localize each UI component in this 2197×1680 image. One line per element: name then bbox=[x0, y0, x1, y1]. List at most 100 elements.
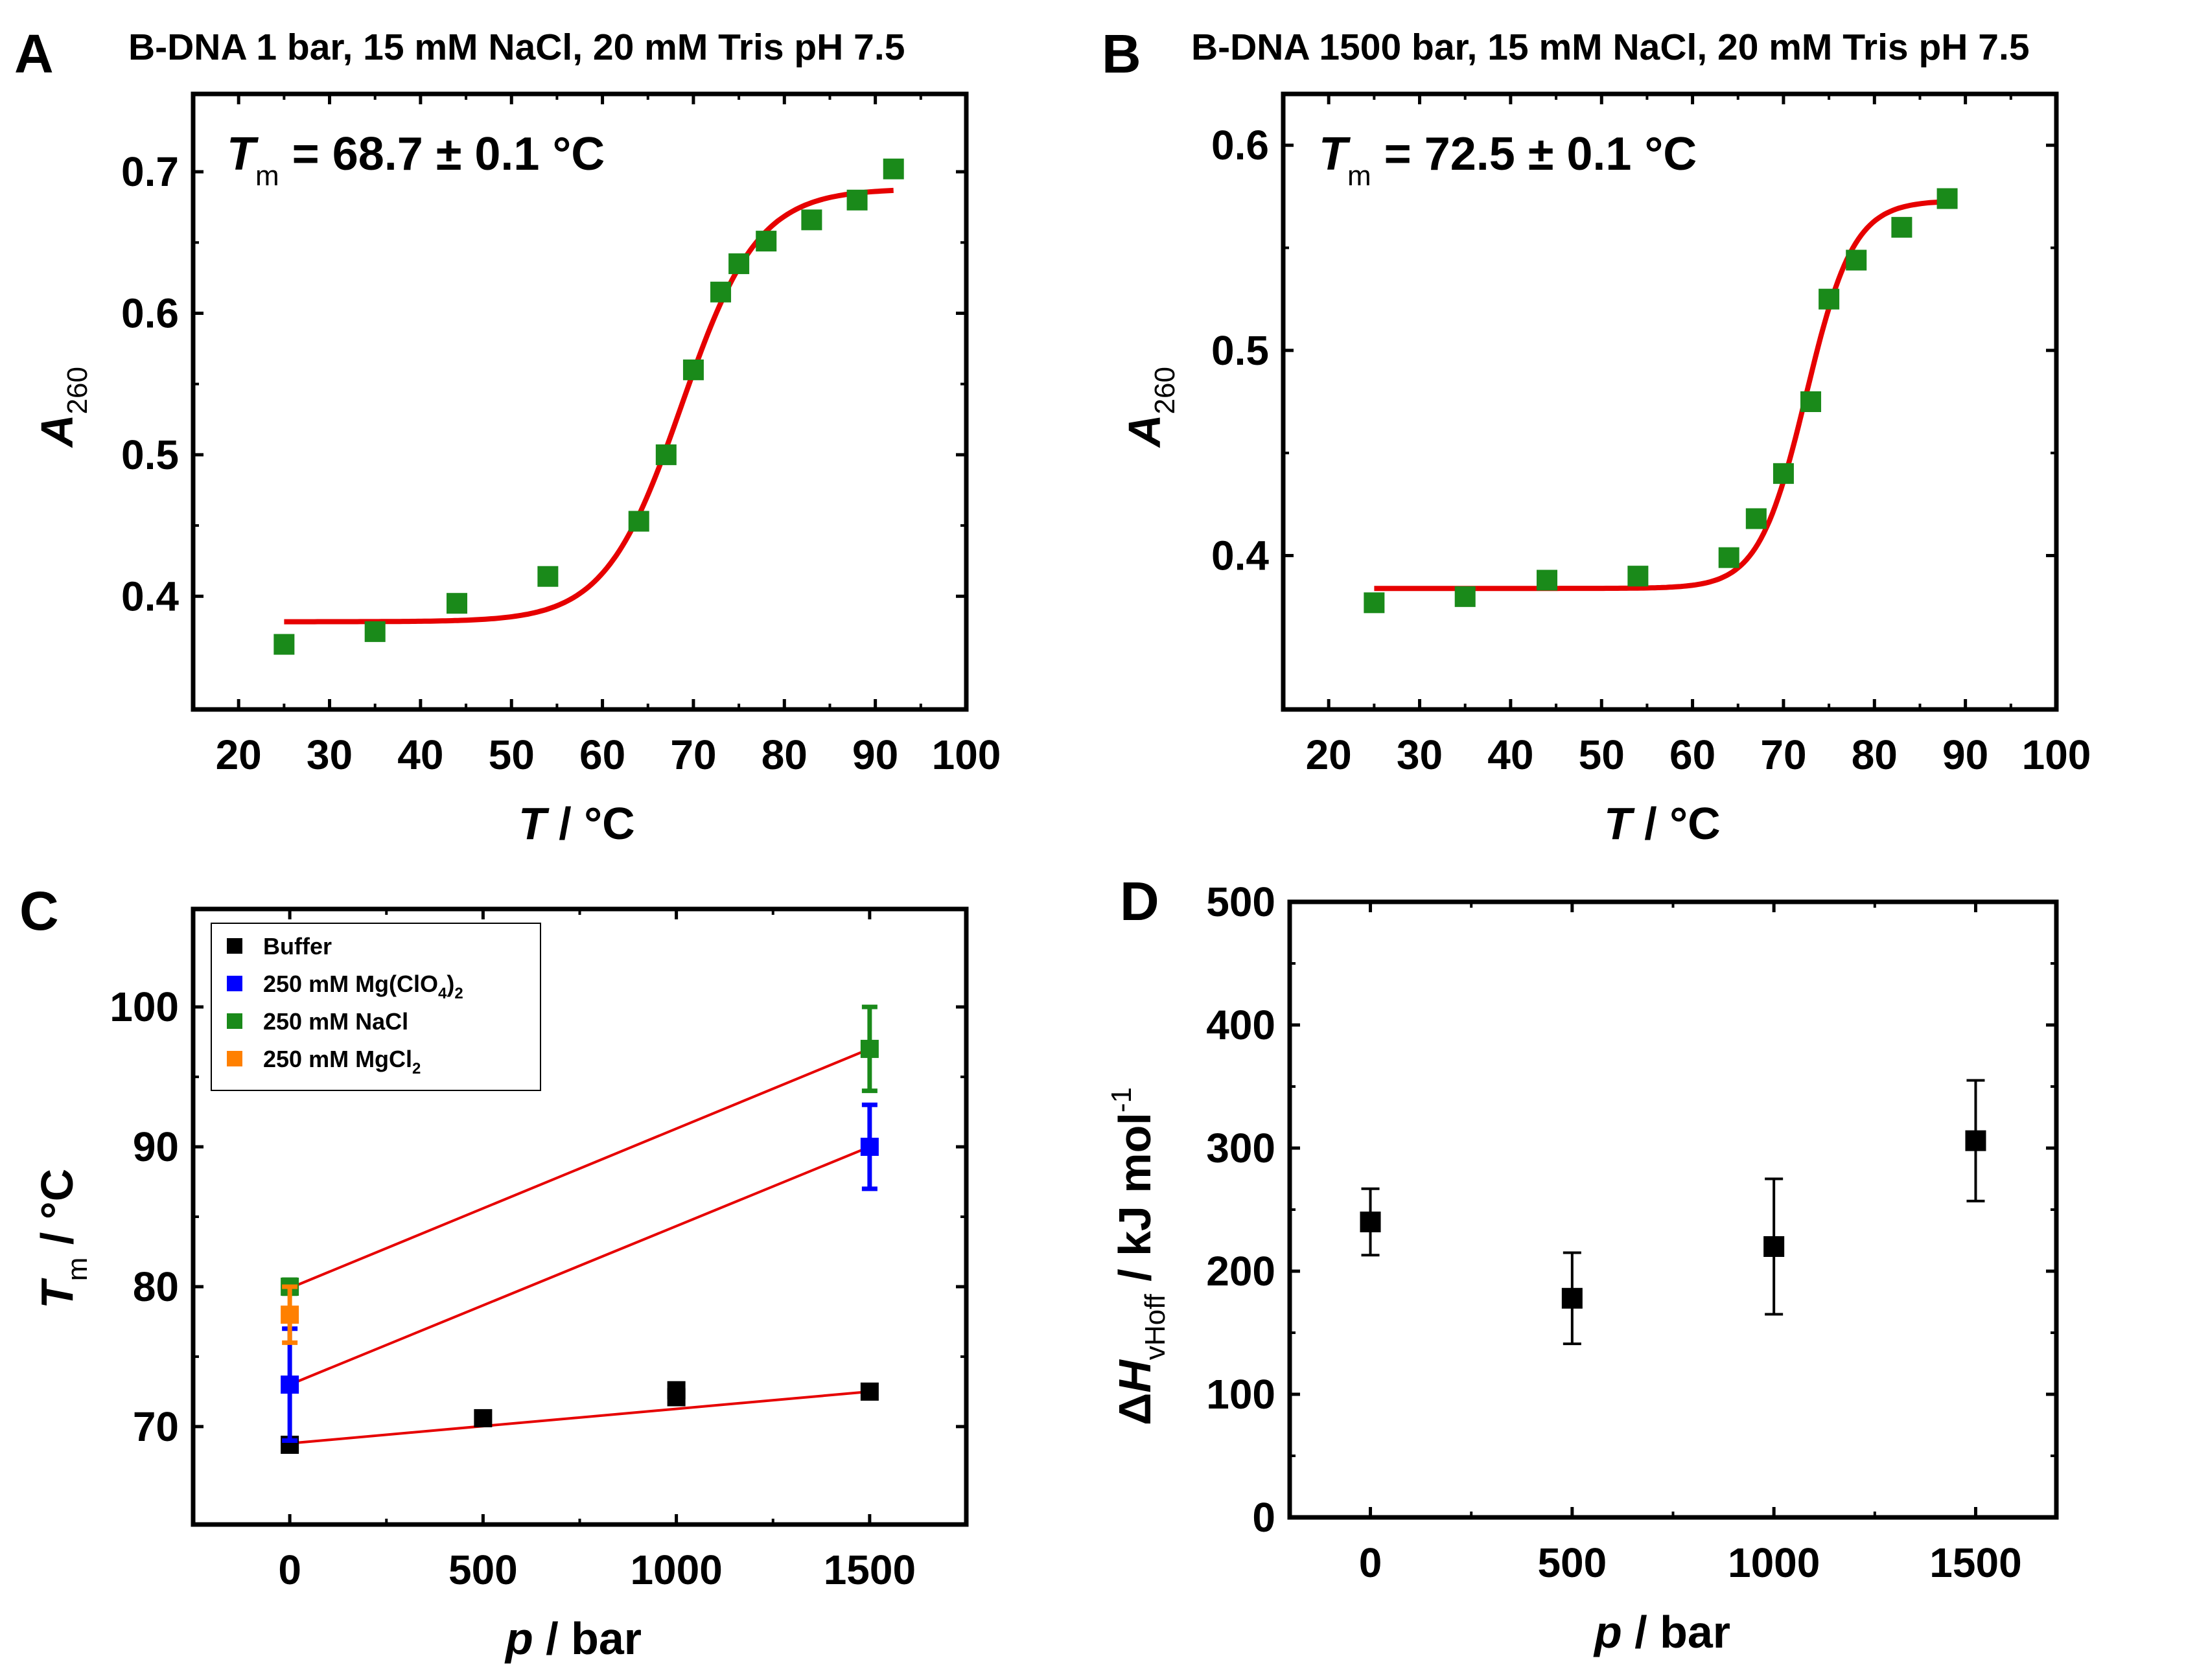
panel-d-ylabel-symbol: H bbox=[1110, 1359, 1160, 1393]
x-tick-label: 60 bbox=[1669, 731, 1715, 778]
panel-a-tm-symbol: T bbox=[227, 128, 259, 180]
y-tick-label: 0.5 bbox=[121, 432, 179, 478]
x-tick-label: 1500 bbox=[1929, 1539, 2021, 1586]
x-tick-label: 500 bbox=[1537, 1539, 1607, 1586]
data-point bbox=[1891, 216, 1912, 238]
panel-c-ylabel-subscript: m bbox=[62, 1258, 93, 1282]
data-point bbox=[1936, 188, 1958, 209]
data-point bbox=[1819, 288, 1840, 310]
y-tick-label: 200 bbox=[1206, 1248, 1275, 1295]
data-point bbox=[1800, 391, 1822, 412]
legend-label-sub: 2 bbox=[454, 985, 463, 1002]
panel-a-ylabel-subscript: 260 bbox=[62, 367, 93, 414]
panel-c-xlabel-unit: / bar bbox=[533, 1613, 642, 1664]
panel-b-tm-subscript: m bbox=[1347, 160, 1371, 192]
data-point bbox=[1627, 566, 1649, 587]
x-tick-label: 1000 bbox=[1728, 1539, 1820, 1586]
legend-label-text: 250 mM MgCl bbox=[263, 1046, 412, 1072]
y-tick-label: 0.4 bbox=[1211, 533, 1269, 579]
x-tick-label: 100 bbox=[932, 731, 1001, 778]
x-tick-label: 80 bbox=[761, 731, 808, 778]
panel-b-ylabel-symbol: A bbox=[1119, 414, 1170, 448]
data-point bbox=[860, 1382, 879, 1401]
y-tick-label: 400 bbox=[1206, 1002, 1275, 1048]
data-point bbox=[1360, 1212, 1381, 1232]
data-point bbox=[860, 1039, 879, 1058]
data-point bbox=[281, 1306, 299, 1324]
data-point bbox=[756, 231, 777, 252]
x-tick-label: 0 bbox=[1359, 1539, 1382, 1586]
y-tick-label: 80 bbox=[133, 1263, 179, 1310]
y-tick-label: 0.6 bbox=[121, 290, 179, 337]
y-tick-label: 70 bbox=[133, 1403, 179, 1450]
panel-c-ylabel-unit: / °C bbox=[32, 1169, 82, 1258]
panel-c-label: C bbox=[19, 880, 59, 941]
panel-b-frame bbox=[1281, 91, 2059, 712]
data-point bbox=[1773, 463, 1794, 484]
y-tick-label: 100 bbox=[1206, 1371, 1275, 1418]
x-tick-label: 90 bbox=[852, 731, 898, 778]
legend-marker bbox=[227, 976, 242, 991]
data-point bbox=[281, 1375, 299, 1394]
legend-label-sub: 4 bbox=[438, 985, 447, 1002]
panel-d-ylabel-superscript: -1 bbox=[1106, 1087, 1137, 1112]
x-tick-label: 0 bbox=[278, 1547, 301, 1593]
panel-c-ylabel-symbol: T bbox=[32, 1278, 82, 1309]
panel-c-legend-box bbox=[211, 923, 541, 1091]
data-point bbox=[447, 593, 468, 614]
y-tick-label: 0.6 bbox=[1211, 122, 1269, 168]
data-point bbox=[1561, 1287, 1583, 1309]
y-tick-label: 0 bbox=[1252, 1494, 1275, 1541]
linear-fit-line bbox=[289, 1145, 870, 1386]
data-point bbox=[628, 511, 649, 532]
data-point bbox=[1537, 570, 1558, 591]
panel-d-xlabel-unit: / bar bbox=[1622, 1607, 1730, 1657]
data-point bbox=[883, 158, 904, 179]
legend-marker bbox=[227, 1051, 242, 1066]
legend-label: Buffer bbox=[263, 933, 332, 960]
x-tick-label: 1500 bbox=[824, 1547, 916, 1593]
x-tick-label: 70 bbox=[670, 731, 716, 778]
panel-a-xlabel: T / °C bbox=[518, 798, 635, 849]
panel-c-ylabel: Tm / °C bbox=[32, 1169, 93, 1309]
legend-label: 250 mM Mg(ClO4)2 bbox=[263, 971, 463, 1002]
data-point bbox=[537, 566, 559, 587]
panel-a-tm-annotation: Tm = 68.7 ± 0.1 °C bbox=[227, 128, 605, 192]
data-point bbox=[655, 444, 677, 465]
data-point bbox=[667, 1381, 686, 1399]
panel-d-label: D bbox=[1120, 871, 1159, 932]
x-tick-label: 70 bbox=[1760, 731, 1806, 778]
panel-b: B B-DNA 1500 bar, 15 mM NaCl, 20 mM Tris… bbox=[1102, 23, 2091, 849]
legend-label: 250 mM NaCl bbox=[263, 1008, 408, 1035]
y-tick-label: 100 bbox=[110, 984, 179, 1030]
panel-d-xlabel: p / bar bbox=[1593, 1607, 1730, 1657]
data-point bbox=[474, 1409, 493, 1427]
panel-c-xlabel: p / bar bbox=[504, 1613, 642, 1664]
data-point bbox=[1846, 249, 1867, 271]
x-tick-label: 40 bbox=[1487, 731, 1533, 778]
legend-label-text: ) bbox=[447, 971, 454, 997]
data-point bbox=[801, 209, 822, 231]
data-point bbox=[728, 253, 750, 275]
linear-fit-line bbox=[289, 1048, 870, 1289]
x-tick-label: 1000 bbox=[630, 1547, 722, 1593]
panel-a: A B-DNA 1 bar, 15 mM NaCl, 20 mM Tris pH… bbox=[14, 23, 1001, 849]
legend-label-text: 250 mM Mg(ClO bbox=[263, 971, 438, 997]
x-tick-label: 30 bbox=[1397, 731, 1443, 778]
x-tick-label: 500 bbox=[448, 1547, 518, 1593]
panel-a-ylabel: A260 bbox=[32, 367, 93, 448]
x-tick-label: 40 bbox=[397, 731, 443, 778]
panel-a-xlabel-symbol: T bbox=[518, 798, 550, 849]
panel-c: C 0 500 1000 1500 70 80 90 100 Buffer 250 mM Mg… bbox=[19, 880, 969, 1664]
data-point bbox=[710, 281, 732, 303]
panel-c-xlabel-symbol: p bbox=[504, 1613, 533, 1664]
x-tick-label: 20 bbox=[1306, 731, 1352, 778]
panel-b-xlabel: T / °C bbox=[1604, 798, 1721, 849]
panel-a-title: B-DNA 1 bar, 15 mM NaCl, 20 mM Tris pH 7… bbox=[128, 27, 905, 68]
y-tick-label: 500 bbox=[1206, 879, 1275, 925]
data-point bbox=[1718, 547, 1739, 568]
data-point bbox=[1364, 592, 1385, 614]
data-point bbox=[1454, 586, 1476, 607]
